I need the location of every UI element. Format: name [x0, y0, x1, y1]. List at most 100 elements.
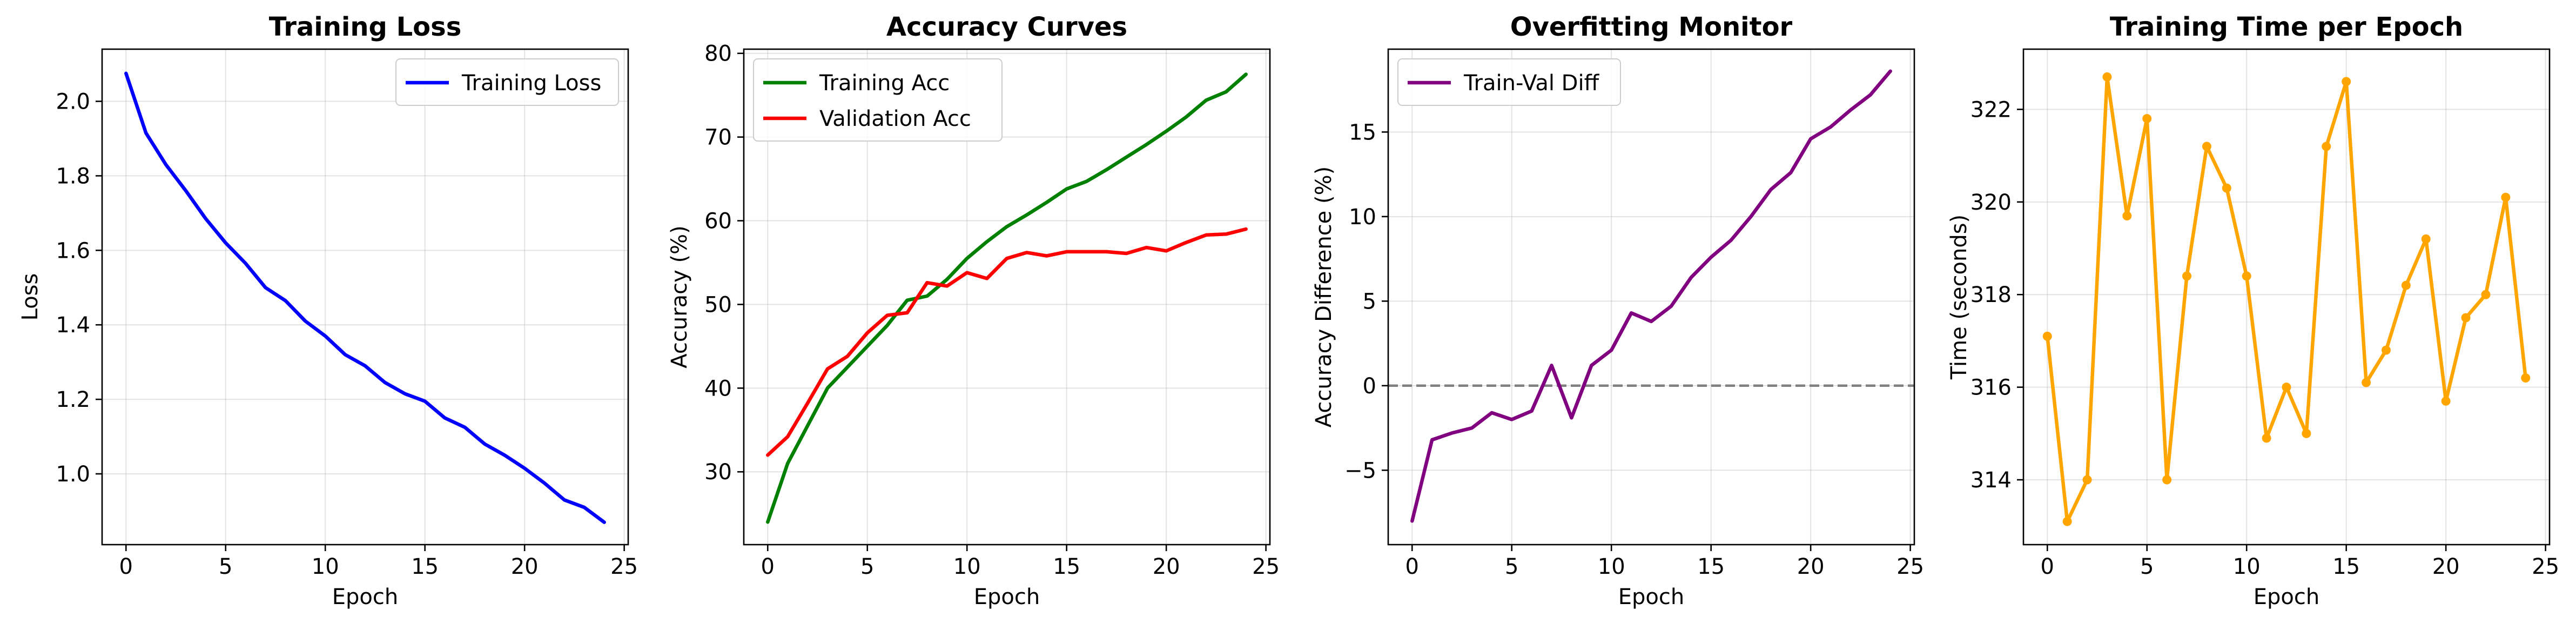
loss-chart-title: Training Loss [269, 12, 462, 42]
time-y-axis-label: Time (seconds) [1947, 215, 1972, 380]
overfitting-x-tick-label: 5 [1505, 554, 1518, 579]
loss-panel: 0 5 10 15 20 25 1.0 1.2 1.4 1.6 1.8 2.0 Epoch Loss Tra… [18, 12, 638, 609]
time-data-point [2342, 77, 2351, 86]
loss-x-tick-label: 5 [219, 554, 232, 579]
accuracy-y-tick-label: 80 [704, 42, 732, 66]
overfitting-axes-frame [1387, 48, 1915, 546]
accuracy-legend: Training Acc Validation Acc [753, 58, 1003, 142]
time-data-point [2222, 183, 2231, 193]
time-y-tick-label: 316 [1970, 376, 2012, 400]
accuracy-chart-title: Accuracy Curves [886, 12, 1127, 42]
time-data-point [2242, 271, 2251, 281]
overfitting-chart-title: Overfitting Monitor [1510, 12, 1793, 42]
time-data-point [2102, 72, 2112, 82]
accuracy-x-tick-label: 10 [953, 554, 981, 579]
accuracy-y-tick-label: 50 [704, 292, 732, 317]
loss-y-tick-label: 2.0 [56, 90, 90, 115]
overfitting-x-tick-label: 25 [1896, 554, 1924, 579]
time-data-point [2401, 280, 2411, 290]
time-series-line-0 [2046, 75, 2527, 524]
time-x-tick-label: 5 [2140, 554, 2154, 579]
overfitting-x-tick-label: 0 [1405, 554, 1419, 579]
overfitting-series-line-0 [1410, 69, 1892, 523]
time-data-point [2302, 428, 2311, 438]
time-data-point [2082, 475, 2092, 485]
time-data-point [2461, 313, 2471, 323]
accuracy-panel: 0 5 10 15 20 25 30 40 50 60 70 80 Epoch Accuracy (%) A… [667, 12, 1280, 609]
loss-y-tick-label: 1.2 [56, 387, 90, 412]
time-axes-frame [2022, 48, 2551, 546]
accuracy-legend-label: Validation Acc [819, 106, 971, 131]
time-data-point [2182, 271, 2192, 281]
loss-x-tick-label: 25 [610, 554, 638, 579]
time-data-point [2202, 142, 2211, 151]
accuracy-x-tick-label: 15 [1053, 554, 1080, 579]
accuracy-series-line-1 [766, 227, 1248, 457]
time-y-tick-label: 314 [1970, 468, 2012, 493]
time-data-point [2362, 378, 2371, 387]
loss-x-tick-label: 15 [411, 554, 439, 579]
loss-y-tick-label: 1.6 [56, 238, 90, 263]
time-y-tick-label: 320 [1970, 190, 2012, 215]
time-data-point [2481, 290, 2491, 299]
time-data-point [2322, 142, 2331, 151]
time-data-point [2162, 475, 2172, 485]
time-data-point [2501, 192, 2511, 202]
accuracy-x-tick-label: 5 [860, 554, 874, 579]
time-data-point [2122, 211, 2132, 221]
loss-y-tick-label: 1.4 [56, 313, 90, 338]
accuracy-y-tick-label: 60 [704, 209, 732, 234]
time-chart-title: Training Time per Epoch [2110, 12, 2463, 42]
time-data-point [2262, 433, 2271, 443]
time-x-axis-label: Epoch [2254, 585, 2319, 609]
time-x-tick-label: 10 [2233, 554, 2261, 579]
accuracy-y-tick-label: 70 [704, 125, 732, 150]
time-data-point [2521, 373, 2531, 383]
accuracy-y-tick-label: 30 [704, 460, 732, 485]
time-data-point [2441, 396, 2451, 406]
time-data-point [2062, 517, 2072, 526]
accuracy-series-line-0 [766, 72, 1248, 524]
loss-x-tick-label: 0 [119, 554, 133, 579]
time-data-point [2421, 234, 2431, 244]
loss-legend: Training Loss [395, 58, 619, 106]
loss-axes-frame [101, 48, 629, 546]
accuracy-y-tick-label: 40 [704, 376, 732, 401]
time-data-point [2142, 114, 2152, 124]
accuracy-x-axis-label: Epoch [974, 585, 1040, 609]
accuracy-legend-label: Training Acc [819, 71, 950, 96]
loss-x-axis-label: Epoch [332, 585, 398, 609]
overfitting-legend-box [1397, 58, 1621, 106]
loss-legend-box [395, 58, 619, 106]
overfitting-x-tick-label: 15 [1697, 554, 1725, 579]
time-x-tick-label: 25 [2532, 554, 2559, 579]
overfitting-y-axis-label: Accuracy Difference (%) [1311, 166, 1336, 427]
overfitting-y-tick-label: −5 [1344, 458, 1376, 483]
overfitting-x-tick-label: 10 [1598, 554, 1625, 579]
time-x-tick-label: 0 [2041, 554, 2054, 579]
overfitting-y-tick-label: 5 [1363, 289, 1376, 314]
accuracy-axes-frame [743, 48, 1271, 546]
accuracy-legend-box [753, 58, 1003, 142]
time-x-tick-label: 20 [2432, 554, 2460, 579]
overfitting-y-tick-label: 10 [1349, 205, 1376, 230]
time-data-point [2282, 383, 2291, 392]
loss-y-tick-label: 1.8 [56, 164, 90, 189]
accuracy-y-axis-label: Accuracy (%) [667, 225, 692, 368]
overfitting-y-tick-label: 0 [1363, 374, 1376, 399]
loss-y-tick-label: 1.0 [56, 462, 90, 487]
time-y-tick-label: 318 [1970, 283, 2012, 307]
time-data-point [2381, 345, 2391, 355]
loss-x-tick-label: 20 [511, 554, 539, 579]
overfitting-legend: Train-Val Diff [1397, 58, 1621, 106]
accuracy-x-tick-label: 0 [761, 554, 775, 579]
loss-legend-label: Training Loss [461, 71, 601, 96]
overfitting-y-tick-label: 15 [1349, 120, 1376, 145]
loss-x-tick-label: 10 [312, 554, 339, 579]
accuracy-x-tick-label: 20 [1153, 554, 1180, 579]
overfitting-legend-label: Train-Val Diff [1463, 71, 1600, 96]
time-panel: 0 5 10 15 20 25 314 316 318 320 322 Epoch Time (seco… [1947, 12, 2559, 609]
overfitting-x-axis-label: Epoch [1618, 585, 1684, 609]
loss-series-line-0 [124, 71, 606, 524]
